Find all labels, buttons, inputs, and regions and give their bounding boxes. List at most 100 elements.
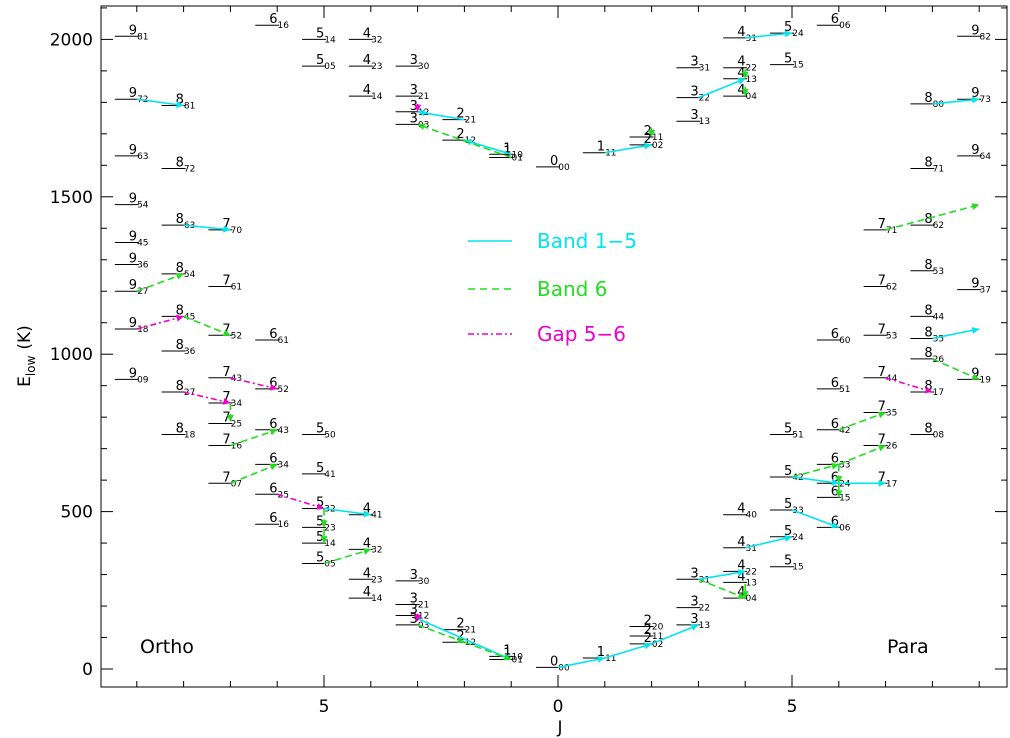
level-j: 4: [363, 566, 371, 581]
level-j: 3: [410, 612, 418, 627]
level-j: 9: [129, 86, 137, 101]
level-j: 6: [831, 484, 839, 499]
energy-level-label: 000: [550, 154, 570, 173]
transition-line: [932, 358, 980, 381]
energy-level-label: 211: [644, 124, 664, 143]
level-j: 5: [316, 421, 324, 436]
level-kakc: 06: [839, 523, 851, 533]
level-j: 4: [737, 55, 745, 70]
level-kakc: 02: [652, 640, 663, 650]
level-kakc: 31: [745, 544, 756, 554]
transition-arrowhead: [417, 109, 426, 117]
level-j: 4: [737, 558, 745, 573]
level-j: 9: [129, 23, 137, 38]
level-kakc: 33: [839, 460, 850, 470]
energy-level-label: 505: [316, 53, 336, 72]
transition-line: [885, 203, 980, 231]
energy-level-label: 625: [269, 481, 289, 500]
level-j: 6: [269, 417, 277, 432]
level-j: 5: [784, 20, 792, 35]
energy-level-label: 827: [176, 379, 196, 398]
level-j: 7: [222, 217, 230, 232]
energy-level-label: 551: [784, 421, 804, 440]
level-j: 1: [597, 140, 605, 155]
energy-level-label: 936: [129, 251, 149, 270]
level-j: 7: [222, 365, 230, 380]
transition-line: [417, 617, 512, 661]
energy-level-label: 918: [129, 316, 149, 335]
energy-level-label: 909: [129, 366, 149, 385]
level-kakc: 14: [324, 35, 336, 45]
energy-level-label: 963: [129, 143, 149, 162]
level-j: 9: [971, 366, 979, 381]
energy-level-label: 982: [971, 23, 991, 42]
level-kakc: 31: [699, 64, 710, 74]
level-kakc: 13: [745, 75, 756, 85]
level-j: 3: [690, 85, 698, 100]
transition-arrowhead: [363, 548, 371, 555]
transition-line: [136, 98, 184, 107]
level-kakc: 01: [511, 656, 522, 666]
transition-line: [745, 32, 793, 39]
level-j: 4: [363, 53, 371, 68]
transition-line: [604, 144, 652, 154]
energy-level-label: 432: [363, 26, 383, 45]
level-j: 7: [878, 217, 886, 232]
level-j: 7: [878, 274, 886, 289]
level-kakc: 44: [886, 374, 898, 384]
energy-level-label: 661: [269, 327, 289, 346]
level-j: 8: [176, 338, 184, 353]
level-kakc: 09: [137, 375, 149, 385]
transition-line: [136, 273, 184, 292]
level-kakc: 30: [418, 577, 430, 587]
level-kakc: 13: [745, 578, 756, 588]
level-j: 3: [690, 595, 698, 610]
y-axis-label-unit: (K): [15, 325, 35, 349]
y-tick-label: 0: [82, 660, 93, 680]
energy-level-label: 110: [503, 141, 523, 160]
level-kakc: 03: [418, 621, 429, 631]
energy-level-label: 321: [410, 591, 430, 610]
level-kakc: 20: [652, 623, 664, 633]
transition-arrowhead: [971, 96, 980, 104]
transition-line: [745, 536, 793, 549]
level-kakc: 61: [277, 336, 288, 346]
level-kakc: 14: [371, 92, 383, 102]
level-kakc: 06: [839, 21, 851, 31]
energy-level-label: 615: [831, 484, 851, 503]
level-kakc: 11: [605, 654, 616, 664]
transition-arrowhead: [877, 444, 886, 452]
level-kakc: 71: [886, 226, 897, 236]
transition-line: [698, 78, 746, 99]
level-kakc: 81: [137, 32, 148, 42]
energy-level-label: 863: [176, 212, 196, 231]
level-kakc: 62: [886, 283, 897, 293]
level-kakc: 23: [371, 62, 382, 72]
level-kakc: 61: [231, 283, 242, 293]
energy-level-label: 753: [878, 322, 898, 341]
energy-level-label: 541: [316, 461, 336, 480]
level-j: 2: [456, 617, 464, 632]
level-j: 5: [316, 26, 324, 41]
energy-level-label: 111: [597, 645, 617, 664]
level-kakc: 54: [184, 270, 196, 280]
level-kakc: 62: [933, 221, 944, 231]
level-kakc: 40: [745, 511, 757, 521]
energy-level-label: 954: [129, 192, 149, 211]
y-tick-label: 500: [61, 503, 93, 523]
transition-line: [323, 507, 371, 516]
transition-line: [464, 139, 512, 156]
level-j: 6: [831, 417, 839, 432]
transition-arrowhead: [222, 397, 231, 405]
level-j: 4: [363, 83, 371, 98]
energy-level-label: 652: [269, 376, 289, 395]
energy-level-label: 854: [176, 261, 196, 280]
level-j: 8: [924, 421, 932, 436]
level-kakc: 26: [933, 355, 945, 365]
level-kakc: 22: [745, 64, 756, 74]
level-kakc: 64: [979, 152, 991, 162]
para-label: Para: [887, 636, 929, 658]
transition-line: [791, 463, 840, 478]
energy-level-label: 836: [176, 338, 196, 357]
transition-line: [230, 463, 278, 485]
